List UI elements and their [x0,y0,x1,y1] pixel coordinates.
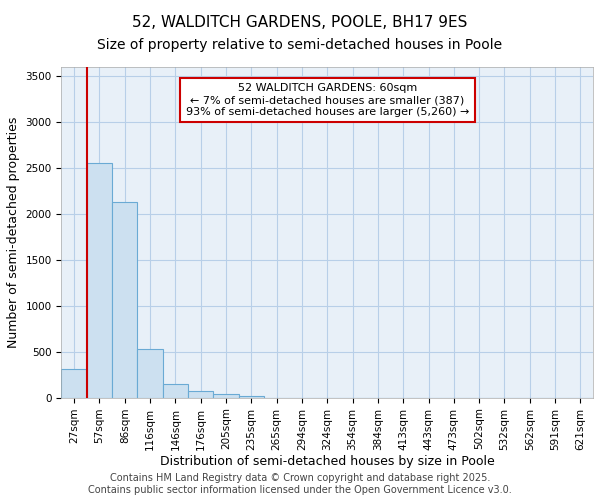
Bar [214,394,239,398]
Bar [137,350,163,398]
Text: Contains HM Land Registry data © Crown copyright and database right 2025.
Contai: Contains HM Land Registry data © Crown c… [88,474,512,495]
Text: 52, WALDITCH GARDENS, POOLE, BH17 9ES: 52, WALDITCH GARDENS, POOLE, BH17 9ES [133,15,467,30]
Y-axis label: Number of semi-detached properties: Number of semi-detached properties [7,116,20,348]
Bar [87,164,112,398]
Bar [163,384,188,398]
Bar [188,391,214,398]
Bar [239,396,264,398]
Bar [61,369,87,398]
Text: Size of property relative to semi-detached houses in Poole: Size of property relative to semi-detach… [97,38,503,52]
Bar [112,202,137,398]
Text: 52 WALDITCH GARDENS: 60sqm
← 7% of semi-detached houses are smaller (387)
93% of: 52 WALDITCH GARDENS: 60sqm ← 7% of semi-… [185,84,469,116]
X-axis label: Distribution of semi-detached houses by size in Poole: Distribution of semi-detached houses by … [160,455,494,468]
